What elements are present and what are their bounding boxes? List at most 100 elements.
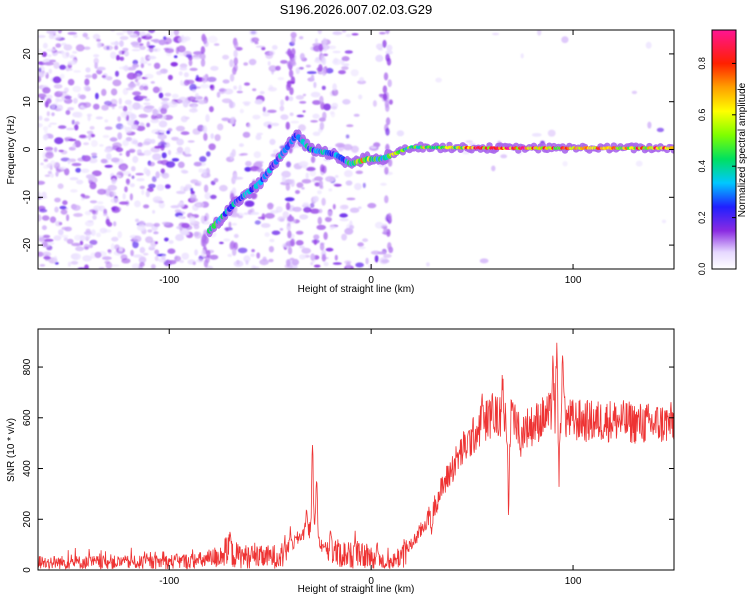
heatmap-cell xyxy=(206,151,211,157)
heatmap-cell xyxy=(63,237,69,242)
heatmap-cell xyxy=(112,79,122,87)
heatmap-cell xyxy=(339,204,349,210)
heatmap-cell xyxy=(295,230,304,235)
heatmap-cell xyxy=(491,165,496,172)
heatmap-cell xyxy=(291,57,296,66)
heatmap-cell xyxy=(267,109,277,114)
heatmap-cell xyxy=(84,210,92,216)
heatmap-cell xyxy=(267,61,271,66)
heatmap-cell xyxy=(367,202,377,209)
figure-title: S196.2026.007.02.03.G29 xyxy=(280,2,433,17)
heatmap-cell xyxy=(132,91,142,96)
heatmap-cell xyxy=(131,166,136,172)
heatmap-cell xyxy=(310,120,318,123)
heatmap-cell xyxy=(426,262,430,267)
x-tick-label: -100 xyxy=(159,275,179,286)
heatmap-cell xyxy=(341,233,347,241)
heatmap-cell xyxy=(38,214,42,222)
heatmap-cell xyxy=(247,123,252,129)
heatmap-cell xyxy=(229,241,234,250)
heatmap-cell xyxy=(143,204,150,209)
heatmap-cell xyxy=(58,229,64,236)
heatmap-cell xyxy=(272,149,279,154)
heatmap-cell xyxy=(49,122,57,125)
heatmap-cell xyxy=(196,180,202,187)
heatmap-cell xyxy=(255,45,266,48)
snr-series-line xyxy=(38,342,674,570)
heatmap-cell xyxy=(176,146,184,153)
heatmap-cell xyxy=(310,91,321,98)
heatmap-cell xyxy=(39,264,46,267)
heatmap-cell xyxy=(237,215,243,219)
heatmap-cell xyxy=(287,230,292,239)
heatmap-cell xyxy=(95,116,104,120)
heatmap-cell xyxy=(183,72,189,78)
heatmap-cell xyxy=(200,58,206,67)
heatmap-cell xyxy=(299,53,305,60)
heatmap-cell xyxy=(53,61,60,69)
heatmap-cell xyxy=(96,232,101,238)
y-tick-label: -10 xyxy=(22,190,33,205)
heatmap-cell xyxy=(38,48,42,53)
colorbar-tick-label: 0.2 xyxy=(697,211,707,224)
heatmap-cell xyxy=(306,71,317,75)
heatmap-cell xyxy=(383,253,392,258)
heatmap-cell xyxy=(317,190,322,195)
heatmap-cell xyxy=(41,191,47,199)
heatmap-cell xyxy=(319,242,325,251)
spectrogram-x-label: Height of straight line (km) xyxy=(298,284,415,295)
heatmap-cell xyxy=(547,129,556,137)
heatmap-cell xyxy=(661,219,667,224)
heatmap-cell xyxy=(383,227,388,235)
heatmap-cell xyxy=(58,91,67,94)
heatmap-cell xyxy=(202,125,208,134)
heatmap-cell xyxy=(193,161,202,167)
heatmap-cell xyxy=(132,254,143,258)
heatmap-cell xyxy=(264,212,275,219)
heatmap-cell xyxy=(115,54,120,61)
heatmap-cell xyxy=(67,107,75,111)
heatmap-cell xyxy=(82,255,92,262)
heatmap-cell xyxy=(332,58,342,66)
heatmap-cell xyxy=(46,98,52,104)
heatmap-cell xyxy=(102,256,112,261)
heatmap-cell xyxy=(68,138,77,142)
heatmap-cell xyxy=(38,115,43,121)
heatmap-cell xyxy=(167,149,172,156)
heatmap-cell xyxy=(345,33,352,38)
heatmap-cell xyxy=(320,164,325,173)
heatmap-cell xyxy=(117,132,123,140)
heatmap-cell xyxy=(88,244,94,249)
heatmap-cell xyxy=(153,222,160,227)
heatmap-cell xyxy=(152,108,158,116)
heatmap-cell xyxy=(110,198,120,204)
heatmap-cell xyxy=(520,53,524,59)
heatmap-cell xyxy=(245,260,249,265)
heatmap-cell xyxy=(635,160,643,167)
heatmap-cell xyxy=(167,74,173,81)
heatmap-cell xyxy=(322,53,329,57)
heatmap-cell xyxy=(115,70,119,77)
heatmap-cell xyxy=(206,249,211,258)
heatmap-cell xyxy=(152,47,161,53)
heatmap-cell xyxy=(372,100,377,107)
heatmap-cell xyxy=(341,66,349,71)
heatmap-cell xyxy=(44,174,51,177)
heatmap-cell xyxy=(58,125,67,129)
heatmap-cell xyxy=(110,243,115,251)
heatmap-cell xyxy=(647,121,652,129)
heatmap-cell xyxy=(99,227,108,234)
heatmap-cell xyxy=(257,216,266,220)
heatmap-cell xyxy=(185,184,192,189)
heatmap-cell xyxy=(331,89,339,96)
heatmap-cell xyxy=(76,179,84,185)
heatmap-cell xyxy=(66,238,74,244)
heatmap-cell xyxy=(198,168,204,173)
heatmap-cell xyxy=(333,183,342,187)
heatmap-cell xyxy=(105,218,111,226)
heatmap-cell xyxy=(130,183,135,188)
heatmap-cell xyxy=(318,208,323,214)
heatmap-cell xyxy=(387,79,392,88)
heatmap-cell xyxy=(230,116,235,125)
heatmap-cell xyxy=(354,183,362,191)
